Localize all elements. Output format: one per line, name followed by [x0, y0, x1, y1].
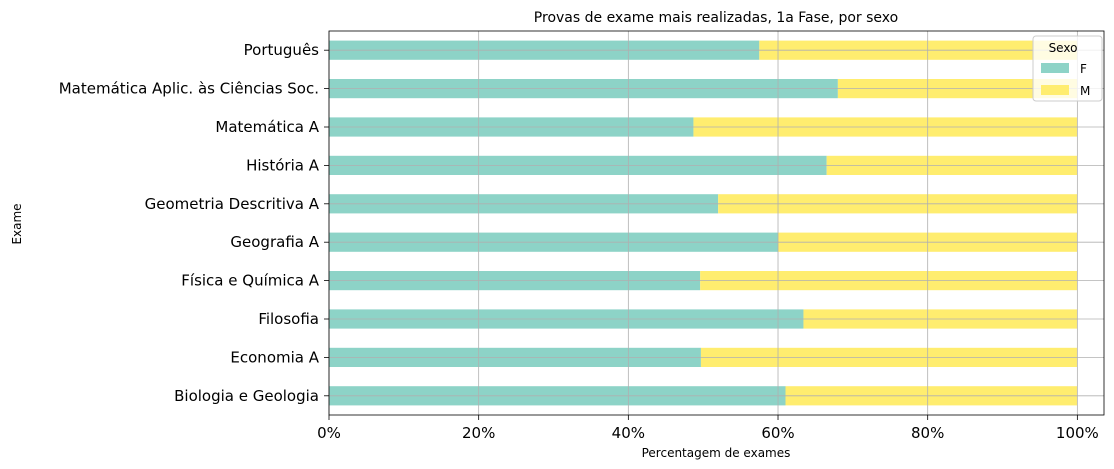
x-tick-label: 40%	[612, 424, 645, 442]
y-tick-label: História A	[246, 156, 320, 174]
legend-label-F: F	[1080, 62, 1087, 76]
x-tick-label: 80%	[911, 424, 944, 442]
x-axis-label: Percentagem de exames	[642, 446, 791, 460]
y-tick-label: Filosofia	[258, 310, 319, 328]
bars-layer	[328, 31, 1104, 415]
plot-frame	[328, 30, 1105, 416]
legend: Sexo FM	[1032, 35, 1103, 102]
x-tick-label: 100%	[1056, 424, 1099, 442]
x-tick-label: 0%	[317, 424, 341, 442]
y-tick-label: Física e Química A	[181, 272, 319, 290]
x-tick-label: 20%	[462, 424, 495, 442]
y-tick-label: Economia A	[230, 348, 319, 366]
legend-items: FM	[1041, 62, 1090, 98]
y-axis-label: Exame	[10, 203, 24, 244]
legend-swatch-M	[1041, 85, 1069, 95]
chart-title: Provas de exame mais realizadas, 1a Fase…	[534, 10, 898, 26]
y-tick-label: Matemática A	[215, 118, 319, 136]
y-tick-label: Matemática Aplic. às Ciências Soc.	[59, 80, 319, 98]
y-tick-label: Português	[244, 41, 320, 59]
axes-layer: 0% 20% 40% 60% 80% 100% Biologia e Geologia Eco…	[59, 30, 1105, 442]
legend-title: Sexo	[1049, 41, 1078, 55]
y-tick-label: Biologia e Geologia	[174, 387, 319, 405]
y-tick-label: Geometria Descritiva A	[145, 195, 320, 213]
x-tick-label: 60%	[761, 424, 794, 442]
legend-swatch-F	[1041, 63, 1069, 73]
legend-label-M: M	[1080, 84, 1090, 98]
y-tick-label: Geografia A	[230, 233, 319, 251]
